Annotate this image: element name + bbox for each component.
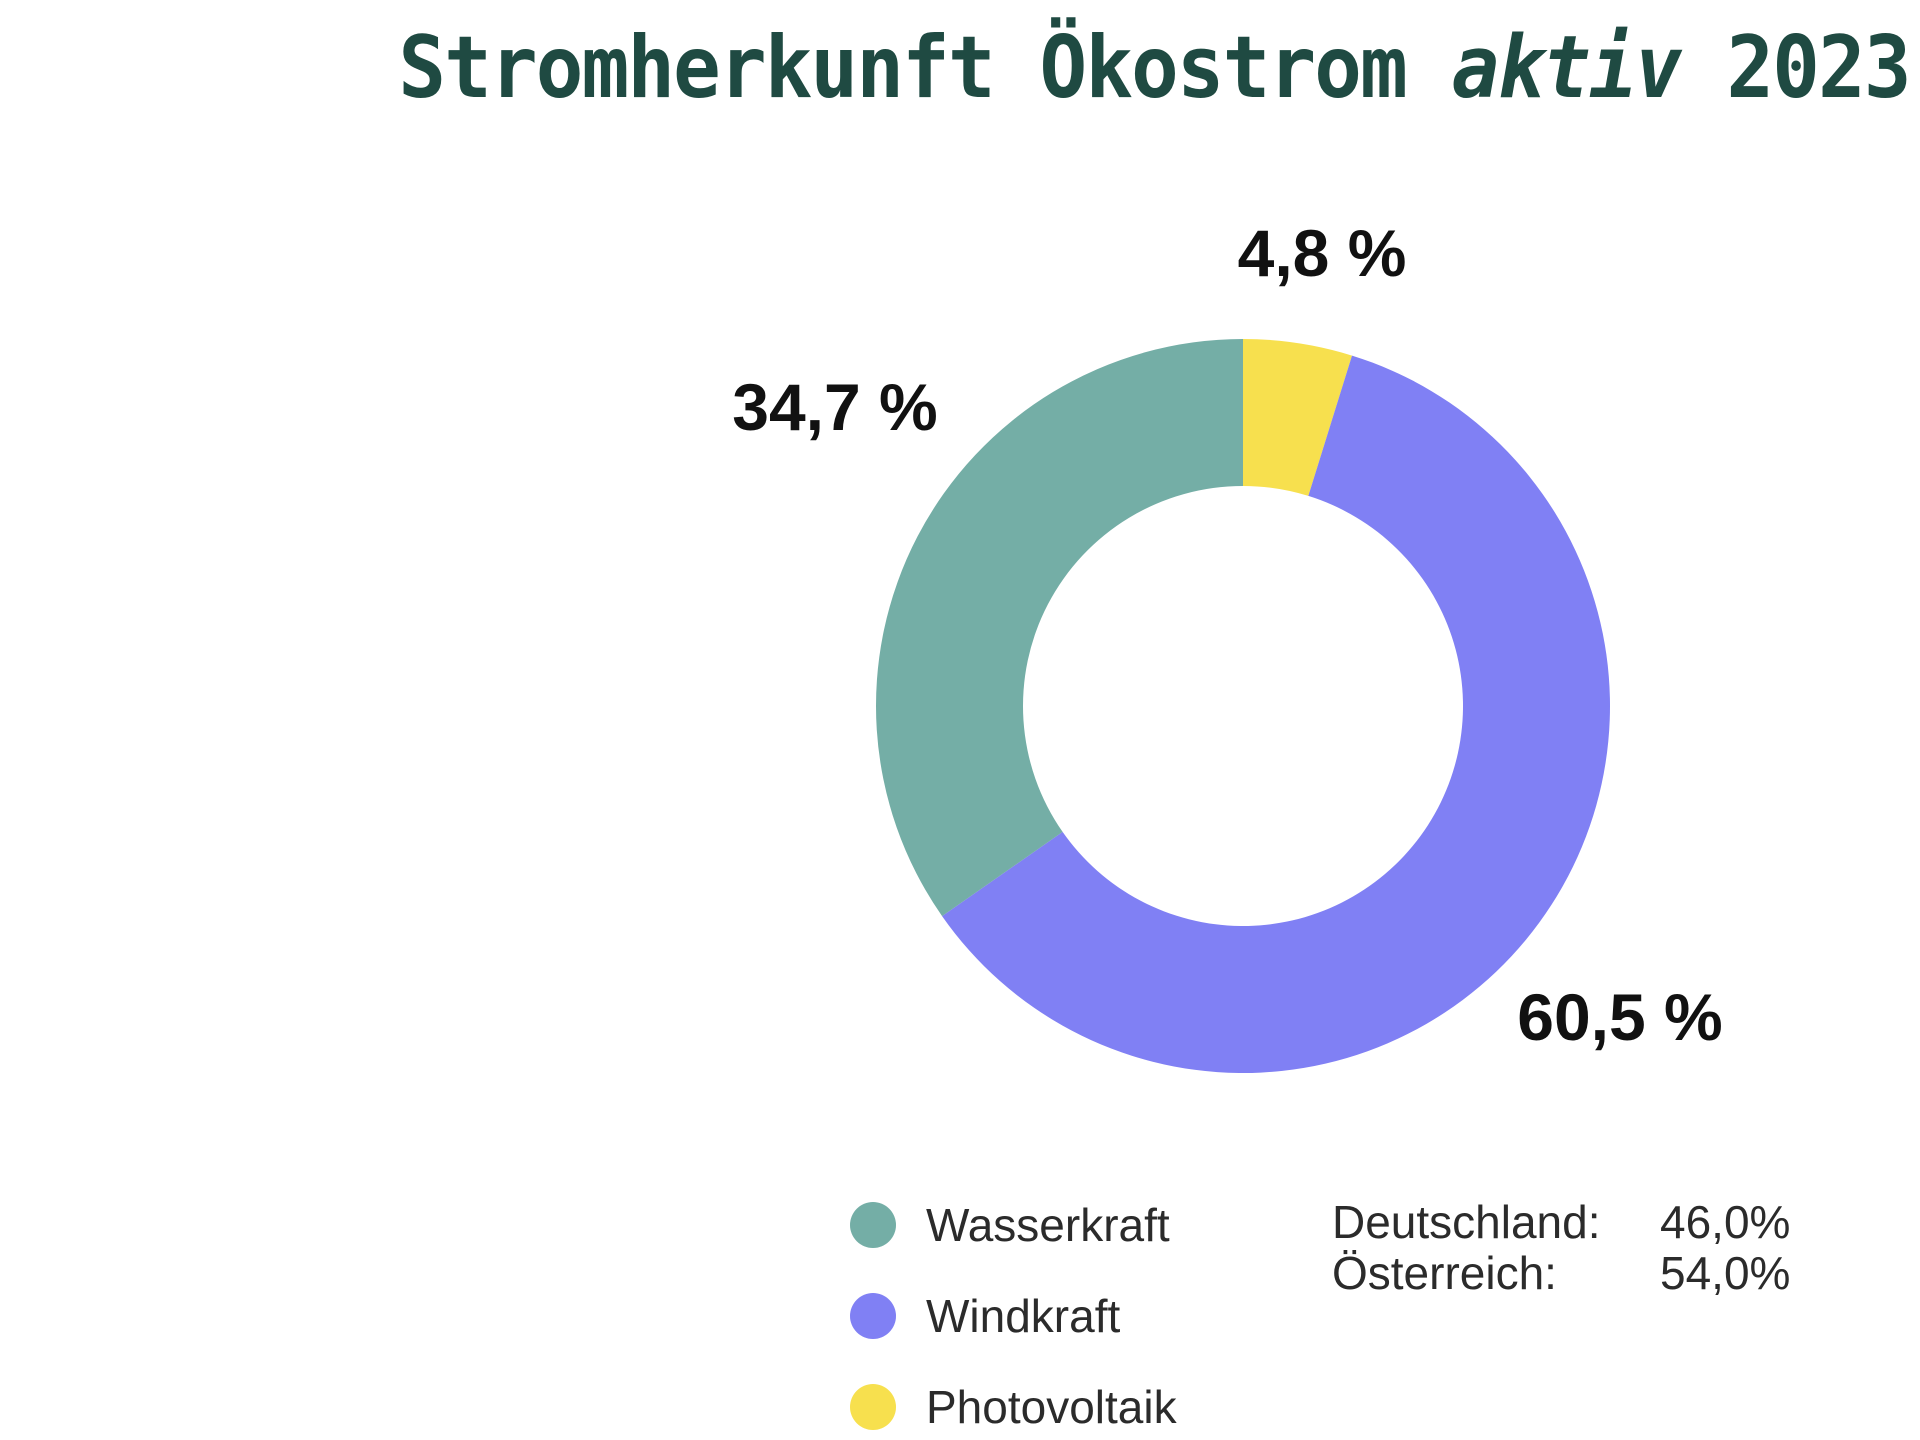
- title-italic: aktiv: [1452, 18, 1683, 118]
- slice-label-photovoltaik: 4,8 %: [1238, 216, 1407, 290]
- legend-swatch-wasserkraft: [850, 1202, 896, 1248]
- legend-item-windkraft: Windkraft: [850, 1286, 1120, 1346]
- stat-label-deutschland: Deutschland:: [1332, 1196, 1601, 1248]
- legend-item-photovoltaik: Photovoltaik: [850, 1377, 1177, 1437]
- legend-label-photovoltaik: Photovoltaik: [926, 1381, 1177, 1433]
- legend-swatch-photovoltaik: [850, 1384, 896, 1430]
- title-main: Stromherkunft Ökostrom: [398, 18, 1408, 118]
- stat-value-deutschland: 46,0%: [1660, 1196, 1791, 1248]
- stat-value-oesterreich: 54,0%: [1660, 1247, 1791, 1299]
- stat-label-oesterreich: Österreich:: [1332, 1247, 1557, 1299]
- title-year: 2023: [1726, 18, 1912, 118]
- legend-item-wasserkraft: Wasserkraft: [850, 1195, 1170, 1255]
- donut-slice-windkraft: [942, 355, 1610, 1073]
- slice-label-windkraft: 60,5 %: [1517, 980, 1722, 1054]
- donut-slice-wasserkraft: [876, 339, 1243, 917]
- legend-swatch-windkraft: [850, 1293, 896, 1339]
- chart-title: Stromherkunft Ökostrom aktiv 2023: [398, 18, 1912, 118]
- legend-label-wasserkraft: Wasserkraft: [926, 1199, 1170, 1251]
- donut-slice-photovoltaik: [1243, 339, 1353, 496]
- legend-label-windkraft: Windkraft: [926, 1290, 1121, 1342]
- slice-label-wasserkraft: 34,7 %: [732, 370, 937, 444]
